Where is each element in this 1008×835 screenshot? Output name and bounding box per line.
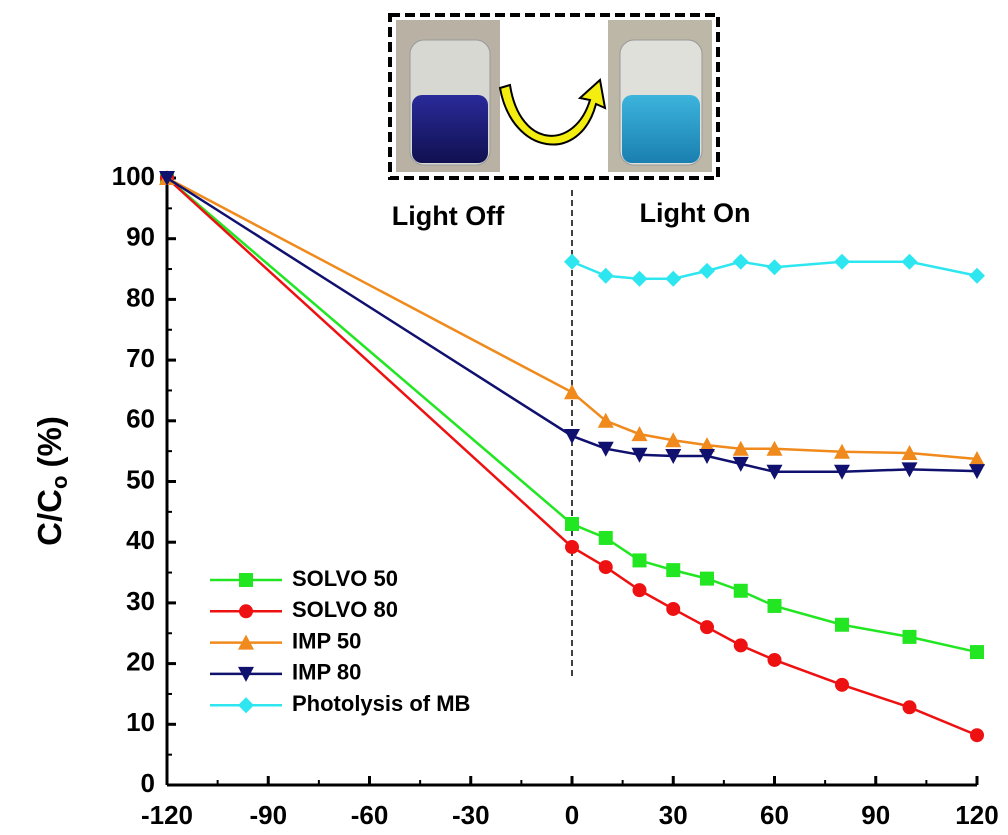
y-tick-label: 50: [126, 464, 155, 494]
data-point: [700, 620, 714, 634]
y-tick-label: 0: [141, 768, 155, 798]
legend-label: SOLVO 50: [292, 566, 398, 591]
data-point: [565, 517, 579, 531]
data-point: [565, 540, 579, 554]
x-tick-label: -120: [141, 800, 193, 830]
data-point: [564, 384, 580, 399]
data-point: [970, 645, 984, 659]
legend-marker: [239, 573, 253, 587]
y-tick-label: 80: [126, 282, 155, 312]
y-tick-label: 20: [126, 646, 155, 676]
legend-label: IMP 50: [292, 628, 361, 653]
chart: Light Off Light On C/Co (%) 0 10 20 30 40 50 60…: [0, 0, 1008, 835]
page: {"chart_data": {"type": "line", "ylabel"…: [0, 0, 1008, 835]
data-point: [903, 630, 917, 644]
data-point: [699, 263, 715, 279]
x-tick-label: 0: [565, 800, 579, 830]
y-tick-label: 10: [126, 707, 155, 737]
data-point: [734, 584, 748, 598]
data-point: [632, 426, 648, 441]
y-axis-label: C/Co (%): [31, 416, 72, 546]
y-tick-label: 30: [126, 586, 155, 616]
data-point: [633, 553, 647, 567]
x-tick-label: -60: [351, 800, 389, 830]
x-tick-label: -30: [452, 800, 490, 830]
x-tick-label: 30: [659, 800, 688, 830]
y-label-unit: (%): [31, 416, 68, 467]
data-point: [564, 254, 580, 270]
y-tick-label: 90: [126, 222, 155, 252]
data-point: [599, 560, 613, 574]
data-point: [969, 268, 985, 284]
y-tick-label: 100: [112, 161, 155, 191]
legend-label: IMP 80: [292, 660, 361, 685]
data-point: [835, 678, 849, 692]
data-point: [903, 700, 917, 714]
data-point: [598, 268, 614, 284]
data-point: [665, 271, 681, 287]
data-point: [564, 429, 580, 444]
annotation: Light Off: [392, 201, 505, 231]
legend-marker: [238, 697, 254, 713]
y-tick-label: 40: [126, 525, 155, 555]
x-tick-label: 120: [955, 800, 998, 830]
data-point: [835, 618, 849, 632]
y-tick-label: 60: [126, 404, 155, 434]
x-tick-label: -90: [249, 800, 287, 830]
data-point: [834, 254, 850, 270]
data-point: [902, 254, 918, 270]
data-point: [767, 259, 783, 275]
data-point: [768, 599, 782, 613]
data-point: [633, 583, 647, 597]
legend-label: SOLVO 80: [292, 597, 398, 622]
x-tick-label: 90: [861, 800, 890, 830]
data-point: [599, 531, 613, 545]
data-point: [768, 653, 782, 667]
data-point: [666, 563, 680, 577]
legend-label: Photolysis of MB: [292, 691, 470, 716]
data-point: [700, 572, 714, 586]
data-point: [734, 638, 748, 652]
inset: [390, 15, 718, 178]
y-label-sub: o: [47, 476, 72, 489]
x-tick-label: 60: [760, 800, 789, 830]
data-point: [632, 271, 648, 287]
legend-marker: [239, 604, 253, 618]
y-label-main: C/C: [31, 489, 68, 546]
data-point: [733, 254, 749, 270]
data-point: [970, 728, 984, 742]
y-tick-label: 70: [126, 343, 155, 373]
annotation: Light On: [640, 198, 751, 228]
data-point: [666, 602, 680, 616]
